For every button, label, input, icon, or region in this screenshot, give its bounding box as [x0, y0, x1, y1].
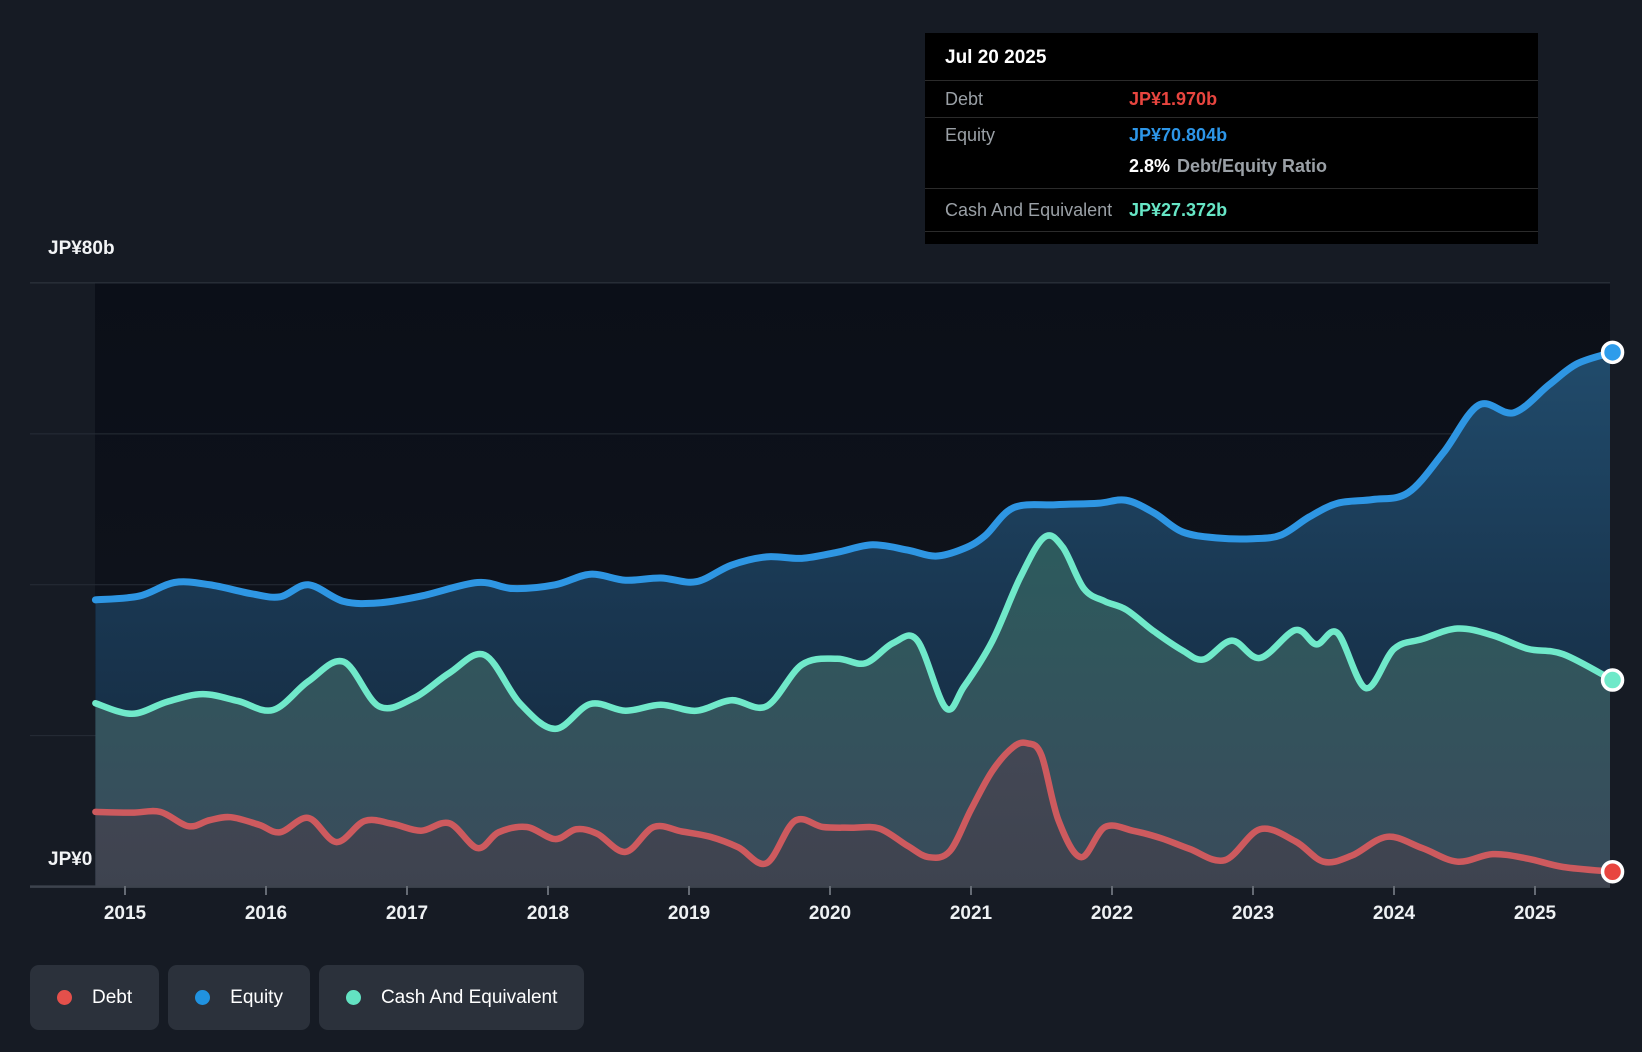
tooltip-row-debt: Debt JP¥1.970b — [925, 81, 1538, 118]
debt-line[interactable] — [92, 739, 1612, 875]
x-axis-ticks — [124, 886, 1536, 895]
x-axis-label-2023: 2023 — [1232, 903, 1274, 924]
x-axis-label-2025: 2025 — [1514, 903, 1557, 924]
debt-latest-point[interactable] — [1600, 859, 1625, 884]
x-axis-labels: 2015 2016 2017 2018 2019 2020 2021 2022 2023 2024… — [104, 903, 1557, 924]
cash-and-equivalent-latest-point[interactable] — [1600, 668, 1625, 692]
tooltip-row-ratio: 2.8% Debt/Equity Ratio — [925, 152, 1538, 189]
x-axis-label-2016: 2016 — [245, 903, 287, 924]
y-axis-label-80b: JP¥80b — [48, 238, 115, 259]
tooltip-debt-label: Debt — [945, 89, 984, 109]
legend-debt-label: Debt — [92, 986, 133, 1008]
tooltip-equity-value: JP¥70.804b — [1129, 125, 1228, 145]
tooltip-debt-value: JP¥1.970b — [1129, 89, 1218, 109]
legend-item-cash[interactable]: Cash And Equivalent — [318, 965, 585, 1030]
equity-dot-icon — [195, 990, 211, 1005]
x-axis-label-2024: 2024 — [1373, 903, 1416, 924]
legend-equity-label: Equity — [230, 986, 283, 1008]
x-axis-label-2017: 2017 — [386, 903, 428, 924]
legend-cash-label: Cash And Equivalent — [380, 986, 558, 1008]
equity-latest-point[interactable] — [1600, 340, 1625, 365]
tooltip-ratio-value: 2.8% — [1129, 156, 1171, 176]
cash-dot-icon — [345, 990, 361, 1005]
debt-area — [95, 742, 1610, 887]
cash-and-equivalent-area — [95, 535, 1610, 887]
x-axis-label-2019: 2019 — [668, 903, 710, 924]
tooltip-row-cash: Cash And Equivalent JP¥27.372b — [925, 189, 1538, 232]
tooltip-cash-value: JP¥27.372b — [1129, 200, 1228, 220]
tooltip-equity-label: Equity — [945, 125, 996, 145]
legend-item-debt[interactable]: Debt — [30, 965, 160, 1030]
x-axis-label-2018: 2018 — [527, 903, 569, 924]
x-axis-label-2015: 2015 — [104, 903, 147, 924]
chart-tooltip: Jul 20 2025 Debt JP¥1.970b Equity JP¥70.… — [925, 33, 1538, 244]
debt-dot-icon — [57, 990, 72, 1005]
chart-legend: Debt Equity Cash And Equivalent — [30, 965, 585, 1030]
x-axis-label-2022: 2022 — [1091, 903, 1133, 924]
tooltip-ratio-label: Debt/Equity Ratio — [1177, 156, 1328, 176]
legend-item-equity[interactable]: Equity — [168, 965, 310, 1030]
x-axis-label-2020: 2020 — [809, 903, 851, 924]
equity-line[interactable] — [91, 349, 1612, 608]
cash-and-equivalent-line[interactable] — [92, 532, 1612, 733]
x-axis-label-2021: 2021 — [950, 903, 993, 924]
tooltip-row-equity: Equity JP¥70.804b — [925, 118, 1538, 152]
y-axis-label-0: JP¥0 — [48, 849, 93, 870]
tooltip-cash-label: Cash And Equivalent — [945, 200, 1113, 220]
tooltip-date: Jul 20 2025 — [925, 33, 1538, 81]
